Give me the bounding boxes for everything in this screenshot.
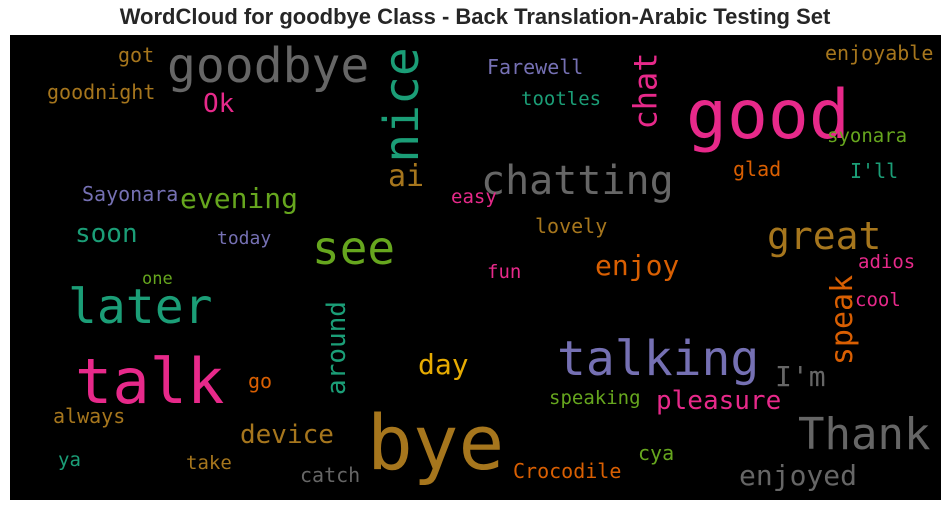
word-evening: evening	[180, 182, 299, 215]
word-day: day	[418, 348, 469, 381]
word-lovely: lovely	[535, 214, 608, 238]
word-nice: nice	[373, 47, 430, 163]
word-catch: catch	[300, 463, 361, 487]
word-cloud: bye talk good talking later Thank goodby…	[10, 35, 941, 500]
word-chatting: chatting	[481, 158, 674, 204]
word-goodnight: goodnight	[47, 80, 156, 104]
word-cya: cya	[638, 441, 675, 465]
word-always: always	[53, 404, 126, 428]
word-one: one	[142, 269, 173, 289]
word-go: go	[248, 369, 273, 393]
word-enjoyable: enjoyable	[825, 41, 934, 65]
word-sayonara: Sayonara	[82, 182, 179, 206]
word-pleasure: pleasure	[656, 386, 782, 416]
word-enjoyed: enjoyed	[739, 459, 858, 492]
word-around: around	[321, 301, 352, 395]
word-take: take	[186, 452, 232, 474]
word-syonara: syonara	[827, 125, 908, 147]
word-enjoy: enjoy	[595, 249, 680, 282]
word-great: great	[767, 214, 882, 258]
word-ai: ai	[388, 159, 425, 194]
word-fun: fun	[487, 261, 522, 283]
word-cool: cool	[855, 289, 901, 311]
word-today: today	[217, 228, 272, 249]
word-farewell: Farewell	[487, 55, 584, 79]
word-speaking: speaking	[549, 387, 641, 409]
word-adios: adios	[858, 251, 916, 273]
word-easy: easy	[451, 186, 497, 208]
word-ya: ya	[58, 449, 81, 471]
word-got: got	[118, 43, 155, 67]
word-thank: Thank	[798, 409, 931, 460]
word-see: see	[312, 221, 396, 275]
word-soon: soon	[75, 219, 138, 249]
word-im: I'm	[775, 360, 826, 393]
word-speak: speak	[825, 274, 861, 366]
word-goodbye: goodbye	[167, 38, 370, 94]
word-talk: talk	[75, 345, 225, 418]
word-glad: glad	[733, 157, 782, 181]
word-ill: I'll	[850, 159, 899, 183]
word-crocodile: Crocodile	[513, 459, 622, 483]
word-later: later	[68, 279, 213, 335]
word-ok: Ok	[203, 89, 235, 119]
word-device: device	[240, 420, 334, 450]
word-talking: talking	[557, 331, 760, 387]
word-tootles: tootles	[521, 88, 602, 110]
word-chat: chat	[626, 52, 665, 130]
word-good: good	[686, 76, 850, 155]
chart-title: WordCloud for goodbye Class - Back Trans…	[119, 4, 831, 29]
word-bye: bye	[367, 398, 505, 487]
